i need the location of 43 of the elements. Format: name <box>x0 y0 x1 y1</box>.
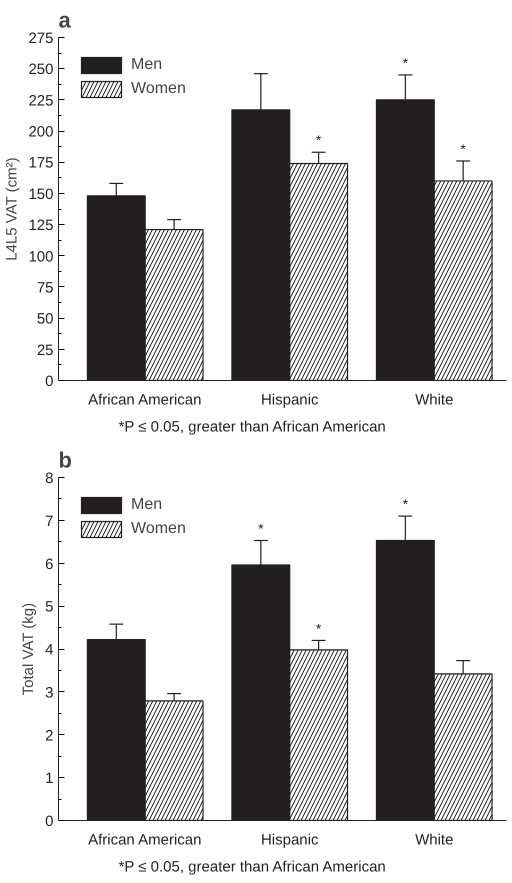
data-label: * <box>402 496 409 512</box>
y-tick-label: 175 <box>28 154 54 172</box>
y-tick-label: 250 <box>28 61 54 78</box>
x-tick-label: Hispanic <box>260 832 319 848</box>
y-tick-label: 5 <box>45 598 54 616</box>
data-label: * <box>316 620 322 636</box>
x-tick-label: Hispanic <box>260 392 319 408</box>
y-tick-label: 25 <box>36 342 54 359</box>
legend-label: Women <box>131 80 186 98</box>
chart-title: b <box>58 448 72 472</box>
y-tick-label: 75 <box>36 279 54 296</box>
y-tick-label: 1 <box>45 770 54 788</box>
y-axis-title: L4L5 VAT (cm²) <box>3 157 20 261</box>
data-label: * <box>402 54 409 71</box>
y-tick-label: 8 <box>45 470 54 487</box>
y-tick-label: 4 <box>45 642 54 658</box>
y-tick-label: 225 <box>28 92 54 110</box>
y-tick-label: 6 <box>45 556 54 573</box>
text: *P ≤ 0.05, greater than African American <box>118 858 386 876</box>
y-tick-label: 50 <box>36 310 54 328</box>
data-label: * <box>258 520 264 537</box>
legend-label: Men <box>131 496 162 514</box>
legend-label: Men <box>131 56 162 74</box>
y-tick-label: 0 <box>45 373 54 390</box>
y-axis-title: Total VAT (kg) <box>20 602 38 696</box>
y-tick-label: 275 <box>28 30 54 47</box>
y-tick-label: 2 <box>45 727 54 744</box>
y-tick-label: 125 <box>28 217 54 234</box>
legend-label: Women <box>131 520 186 538</box>
y-tick-label: 3 <box>45 684 54 702</box>
x-tick-label: African American <box>88 392 202 408</box>
data-label: * <box>460 140 466 157</box>
y-tick-label: 100 <box>28 248 54 266</box>
x-tick-label: White <box>415 392 454 408</box>
data-label: * <box>316 132 322 148</box>
y-tick-label: 0 <box>45 813 54 830</box>
x-tick-label: White <box>415 832 454 848</box>
y-tick-label: 7 <box>45 512 54 530</box>
chart-title: a <box>58 8 72 32</box>
y-tick-label: 150 <box>28 186 54 203</box>
x-tick-label: African American <box>88 832 202 848</box>
y-tick-label: 200 <box>28 124 54 141</box>
text: *P ≤ 0.05, greater than African American <box>118 418 386 436</box>
